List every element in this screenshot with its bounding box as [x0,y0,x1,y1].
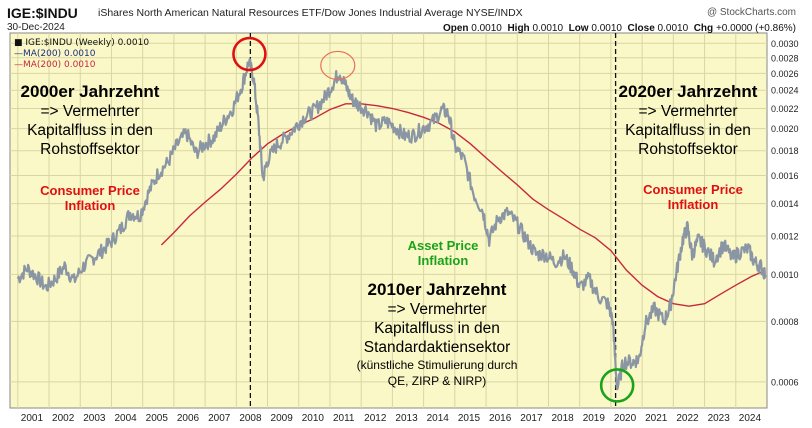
annotation-cpi-2020s: Consumer Price Inflation [643,182,743,212]
x-tick-label: 2020 [614,413,637,424]
x-tick-label: 2012 [364,413,387,424]
x-tick-label: 2001 [21,413,44,424]
y-tick-label: 0.0022 [771,104,799,114]
x-tick-label: 2015 [458,413,481,424]
y-tick-label: 0.0024 [771,86,799,96]
x-tick-label: 2004 [114,413,137,424]
annotation-2020s: 2020er Jahrzehnt => Vermehrter Kapitalfl… [618,82,758,158]
annotation-cpi-2000s: Consumer Price Inflation [40,183,140,213]
ma200-line [160,103,766,307]
y-tick-label: 0.0006 [771,377,799,387]
annotation-2000s: 2000er Jahrzehnt => Vermehrter Kapitalfl… [20,82,160,158]
y-tick-label: 0.0016 [771,171,799,181]
chart-subtitle: iShares North American Natural Resources… [98,7,523,19]
x-tick-label: 2002 [52,413,75,424]
marker-circle-2008-peak [232,36,267,72]
y-tick-label: 0.0012 [771,232,799,242]
ratio-price-line [16,57,767,391]
x-tick-label: 2024 [739,413,762,424]
y-tick-label: 0.0026 [771,69,799,79]
x-tick-label: 2018 [551,413,574,424]
x-tick-label: 2017 [520,413,543,424]
x-tick-label: 2007 [208,413,231,424]
x-tick-label: 2003 [83,413,106,424]
x-tick-label: 2006 [177,413,200,424]
x-tick-label: 2009 [271,413,294,424]
annotation-2010s: 2010er Jahrzehnt => Vermehrter Kapitalfl… [356,280,518,388]
x-tick-label: 2008 [239,413,262,424]
x-tick-label: 2013 [395,413,418,424]
x-tick-label: 2011 [333,413,355,424]
y-tick-label: 0.0020 [771,124,799,134]
chart-ticker: IGE:$INDU [7,5,78,21]
x-tick-label: 2010 [302,413,325,424]
stockcharts-credit: @ StockCharts.com [706,7,796,18]
x-tick-label: 2016 [489,413,512,424]
x-tick-label: 2005 [146,413,169,424]
annotation-asset-inflation: Asset Price Inflation [407,238,479,268]
legend-price: ■ IGE:$INDU (Weekly) 0.0010 [14,38,150,48]
x-tick-label: 2022 [676,413,699,424]
x-tick-label: 2019 [583,413,606,424]
chart-date: 30-Dec-2024 [7,22,65,33]
y-tick-label: 0.0030 [771,39,799,49]
marker-circle-2011-peak [320,50,356,81]
legend-ma2: —MA(200) 0.0010 [14,60,96,70]
y-tick-label: 0.0008 [771,317,799,327]
x-tick-label: 2021 [645,413,668,424]
y-tick-label: 0.0014 [771,199,799,209]
ohlc-readout: Open 0.0010 High 0.0010 Low 0.0010 Close… [442,23,796,34]
marker-circle-2020-low [599,368,635,403]
x-tick-label: 2023 [708,413,731,424]
y-tick-label: 0.0018 [771,146,799,156]
x-tick-label: 2014 [427,413,450,424]
y-tick-label: 0.0010 [771,270,799,280]
legend-ma1: —MA(200) 0.0010 [14,49,96,59]
chart-legend: ■ IGE:$INDU (Weekly) 0.0010 —MA(200) 0.0… [14,38,149,71]
y-tick-label: 0.0028 [771,53,799,63]
